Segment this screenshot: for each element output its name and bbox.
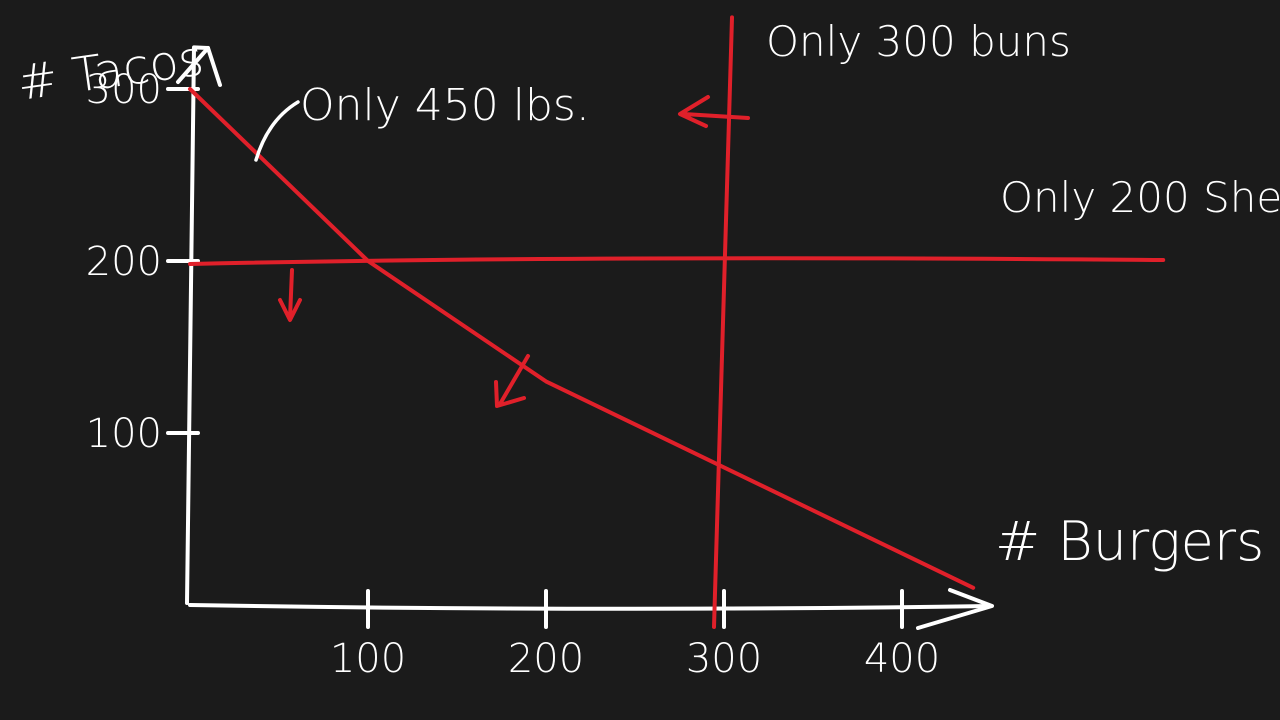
arrow-left-icon [678,95,750,128]
annotation-pointer [254,100,300,162]
arrow-down-icon [278,268,302,322]
annotation-buns: Only 300 buns [766,17,1071,66]
series-layer [188,15,1166,629]
annotation-shells: Only 200 Shells [1000,173,1280,222]
constraint-line-buns [712,15,734,629]
x-axis-label: # Burgers [995,510,1264,573]
y-axis-arrowhead [176,46,222,87]
x-tick-label: 300 [686,636,762,682]
x-tick-label: 200 [508,636,584,682]
constraint-line-weight [188,87,976,590]
constraint-line-shells [188,256,1166,266]
y-tick-label: 100 [86,411,162,457]
annotation-weight: Only 450 lbs. [300,80,590,131]
x-axis-line [188,603,992,611]
x-tick-label: 100 [330,636,406,682]
y-axis-line [185,45,210,605]
axes [166,45,994,630]
x-tick-label: 400 [864,636,940,682]
y-tick-label: 300 [86,67,162,113]
y-tick-label: 200 [86,239,162,285]
x-axis-arrowhead [916,588,994,630]
arrow-down-left-icon [494,354,530,408]
feasibility-arrows [278,95,750,408]
